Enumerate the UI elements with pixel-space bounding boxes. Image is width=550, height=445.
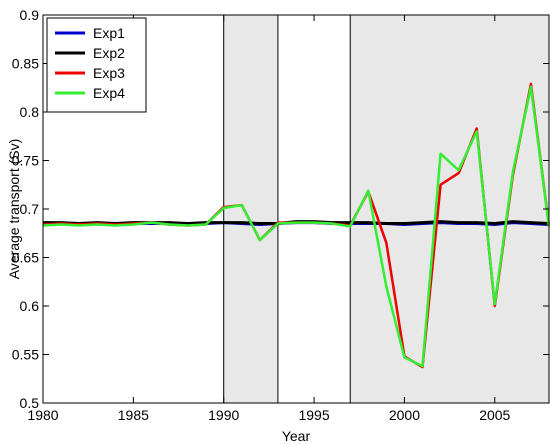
y-axis-label: Average transport (Sv) xyxy=(6,139,22,280)
x-tick-label: 1980 xyxy=(27,407,58,423)
shaded-period-1 xyxy=(223,15,278,403)
y-tick-label: 0.7 xyxy=(20,201,40,217)
y-tick-label: 0.5 xyxy=(20,395,40,411)
legend-label-exp1: Exp1 xyxy=(93,25,125,41)
shaded-periods xyxy=(223,15,549,403)
y-tick-label: 0.6 xyxy=(20,298,40,314)
legend-label-exp4: Exp4 xyxy=(93,85,125,101)
y-tick-label: 0.8 xyxy=(20,104,40,120)
y-tick-label: 0.75 xyxy=(12,153,39,169)
shaded-period-2 xyxy=(350,15,549,403)
legend-label-exp3: Exp3 xyxy=(93,65,125,81)
x-tick-label: 1995 xyxy=(298,407,329,423)
x-tick-label: 2005 xyxy=(479,407,510,423)
legend: Exp1 Exp2 Exp3 Exp4 xyxy=(46,17,147,113)
y-tick-label: 0.9 xyxy=(20,7,40,23)
axis-ticks: 1980 1985 1990 1995 2000 2005 0.5 0.55 0.6 0.65 0.… xyxy=(12,7,549,423)
x-tick-label: 2000 xyxy=(389,407,420,423)
y-tick-label: 0.65 xyxy=(12,250,39,266)
x-tick-label: 1990 xyxy=(208,407,239,423)
y-tick-label: 0.55 xyxy=(12,347,39,363)
y-tick-label: 0.85 xyxy=(12,56,39,72)
legend-label-exp2: Exp2 xyxy=(93,45,125,61)
x-tick-label: 1985 xyxy=(118,407,149,423)
series-lines xyxy=(42,82,550,369)
series-line-exp4 xyxy=(42,85,550,368)
x-axis-label: Year xyxy=(282,428,311,444)
